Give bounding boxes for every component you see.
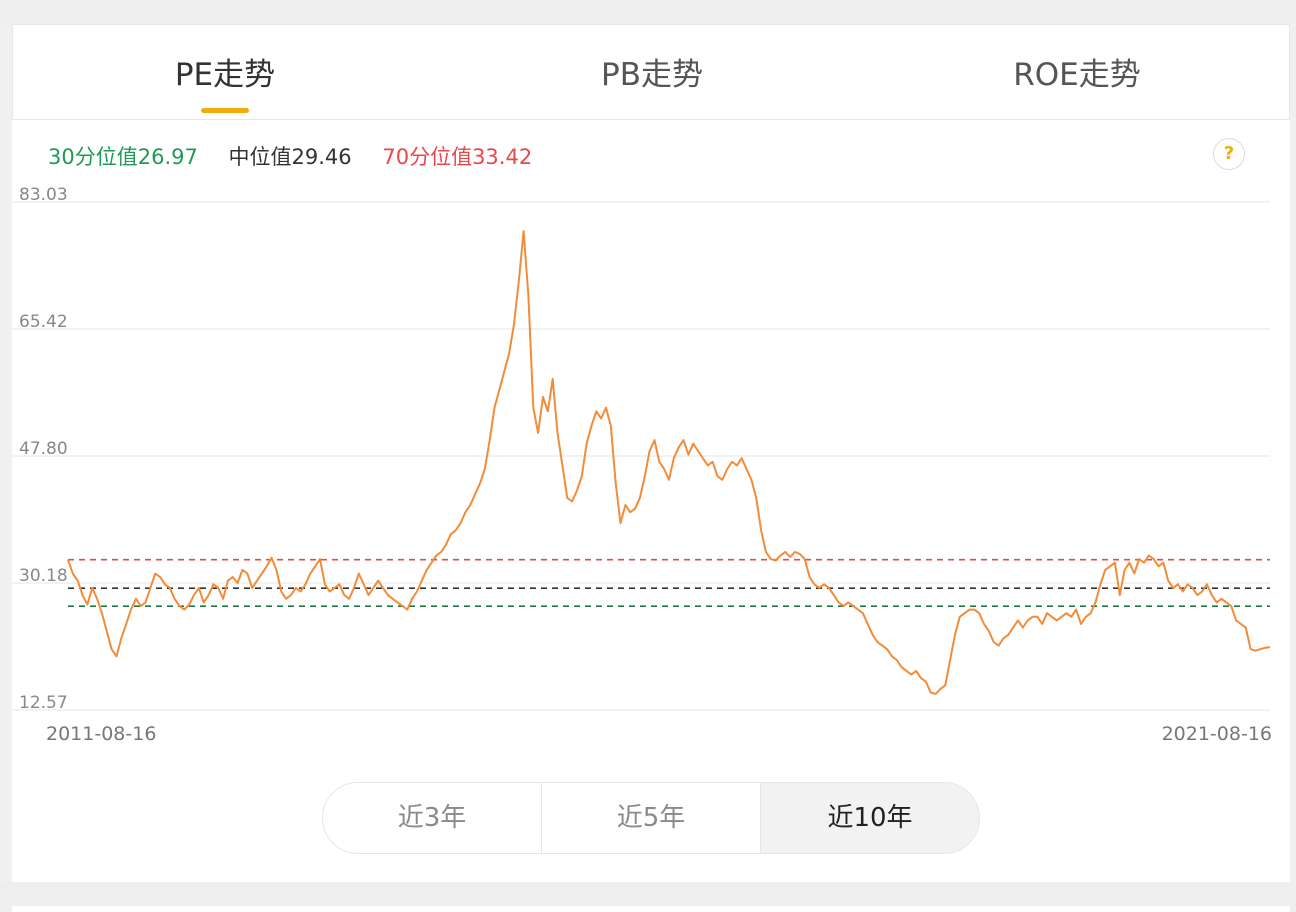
valuation-card: PE走势 PB走势 ROE走势 30分位值26.97 中位值29.46 70分位… <box>12 24 1290 882</box>
legend-p30: 30分位值26.97 <box>48 145 198 169</box>
tab-pe[interactable]: PE走势 <box>174 57 276 93</box>
y-tick-label: 30.18 <box>19 566 68 586</box>
y-tick-label: 65.42 <box>19 312 68 332</box>
axis-labels: 83.03 65.42 47.80 30.18 12.57 2011-08-16 2021-… <box>19 185 1272 745</box>
active-tab-indicator <box>201 108 249 113</box>
y-tick-label: 83.03 <box>19 185 68 205</box>
legend-median: 中位值29.46 <box>228 145 352 169</box>
help-icon[interactable]: ? <box>1213 138 1245 170</box>
y-tick-label: 47.80 <box>19 439 68 459</box>
percentile-legend: 30分位值26.97 中位值29.46 70分位值33.42 <box>48 142 556 172</box>
metric-tabs: PE走势 PB走势 ROE走势 <box>12 24 1290 120</box>
range-3y-button[interactable]: 近3年 <box>323 783 542 853</box>
range-10y-button[interactable]: 近10年 <box>761 783 979 853</box>
tab-pb[interactable]: PB走势 <box>601 57 703 93</box>
tab-roe[interactable]: ROE走势 <box>1013 57 1141 93</box>
time-range-selector: 近3年 近5年 近10年 <box>322 782 980 854</box>
grid-layer <box>12 201 1270 711</box>
top-divider-strip <box>0 0 1296 24</box>
pe-chart: 83.03 65.42 47.80 30.18 12.57 2011-08-16 2021-… <box>12 185 1272 745</box>
series-layer <box>67 230 1271 695</box>
x-start-label: 2011-08-16 <box>46 723 156 745</box>
range-5y-button[interactable]: 近5年 <box>542 783 761 853</box>
reference-lines <box>68 558 1270 607</box>
y-tick-label: 12.57 <box>19 693 68 713</box>
legend-p70: 70分位值33.42 <box>382 145 533 169</box>
pe-series-line <box>67 230 1271 695</box>
next-card-edge <box>12 906 1290 912</box>
x-end-label: 2021-08-16 <box>1162 723 1272 745</box>
